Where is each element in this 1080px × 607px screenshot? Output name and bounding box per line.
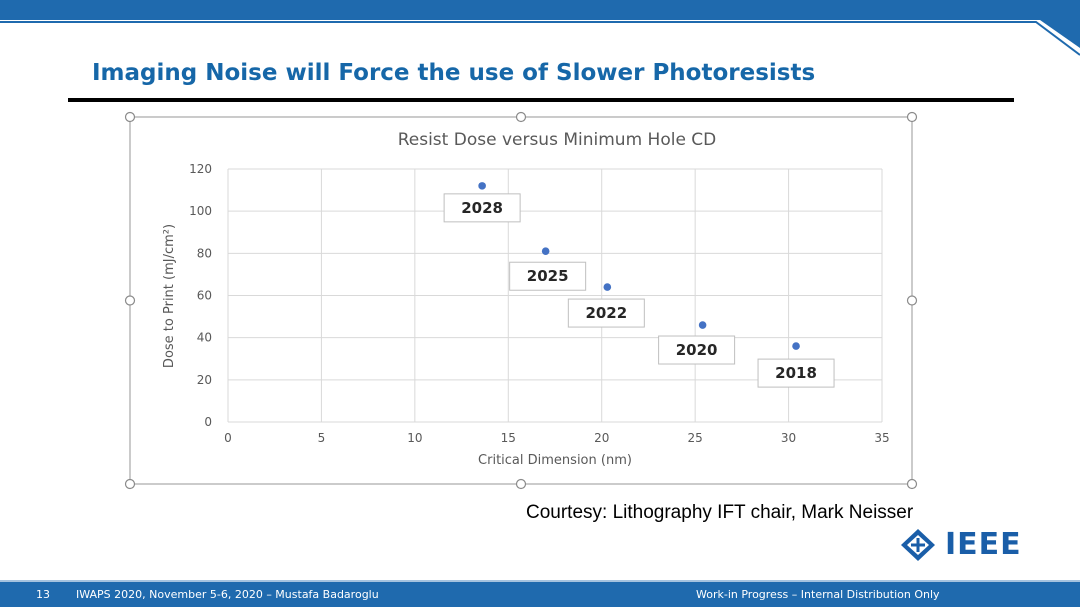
y-tick-label: 100	[189, 204, 212, 218]
header-band	[0, 0, 1080, 60]
data-label: 2028	[461, 199, 503, 217]
footer-notice: Work-in Progress – Internal Distribution…	[696, 588, 940, 601]
resize-handle	[124, 295, 136, 306]
x-tick-label: 25	[688, 431, 703, 445]
data-label-box	[757, 358, 835, 388]
data-label-box	[658, 335, 736, 365]
x-axis-label: Critical Dimension (nm)	[478, 453, 632, 468]
resize-handle	[124, 478, 136, 490]
y-tick-label: 40	[197, 331, 212, 345]
ieee-logo-text: IEEE	[945, 527, 1022, 562]
data-label: 2025	[527, 267, 569, 285]
y-tick-label: 80	[197, 246, 212, 260]
chart-frame	[129, 116, 913, 485]
x-tick-label: 0	[224, 431, 232, 445]
data-label-box	[443, 193, 521, 223]
data-point	[603, 283, 612, 291]
courtesy-note: Courtesy: Lithography IFT chair, Mark Ne…	[526, 502, 914, 523]
data-point	[478, 182, 486, 190]
resize-handle	[124, 111, 136, 123]
chart-title: Resist Dose versus Minimum Hole CD	[398, 130, 717, 150]
data-point	[792, 342, 800, 350]
resize-handle	[906, 295, 918, 306]
y-tick-label: 120	[189, 162, 212, 176]
y-tick-label: 0	[204, 415, 212, 429]
resize-handle	[906, 478, 918, 490]
ieee-logo-icon	[901, 529, 935, 561]
footer-conference: IWAPS 2020, November 5-6, 2020 – Mustafa…	[76, 588, 379, 601]
y-axis-label: Dose to Print (mJ/cm²)	[162, 224, 177, 368]
data-point	[541, 247, 550, 256]
resize-handle	[515, 111, 527, 123]
data-label-box	[567, 298, 645, 328]
data-point	[698, 321, 707, 329]
data-label: 2022	[585, 304, 627, 322]
resize-handle	[906, 111, 918, 123]
y-tick-label: 20	[197, 373, 212, 387]
resize-handle	[515, 478, 527, 490]
footer-band	[0, 580, 1080, 607]
x-tick-label: 30	[781, 431, 796, 445]
x-tick-label: 15	[501, 431, 516, 445]
x-tick-label: 35	[874, 431, 889, 445]
data-label: 2018	[775, 364, 817, 382]
x-tick-label: 5	[318, 431, 326, 445]
x-tick-label: 10	[407, 431, 422, 445]
data-label-box	[509, 261, 587, 291]
page-number: 13	[36, 588, 50, 601]
y-tick-label: 60	[197, 289, 212, 303]
data-label: 2020	[676, 341, 718, 359]
x-tick-label: 20	[594, 431, 609, 445]
title-divider	[68, 98, 1014, 102]
slide-title: Imaging Noise will Force the use of Slow…	[92, 60, 816, 86]
